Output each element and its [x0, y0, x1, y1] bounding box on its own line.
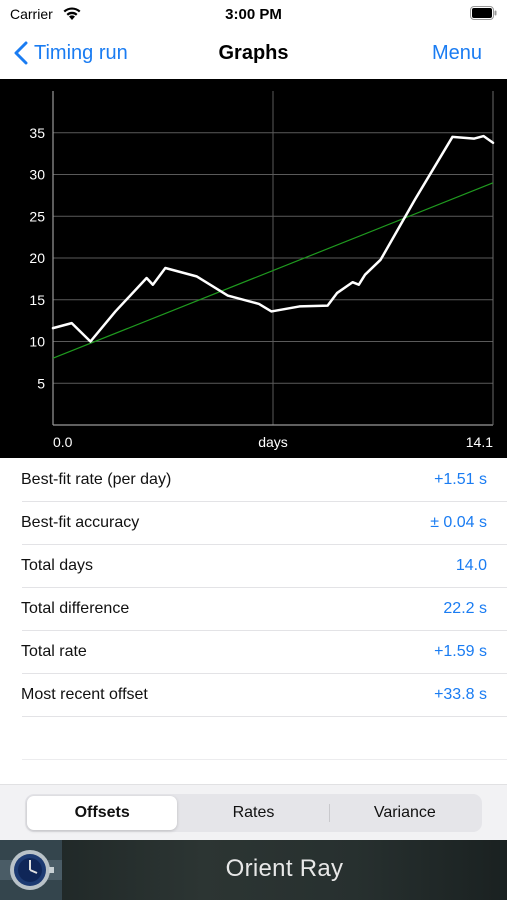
- stat-row: Most recent offset +33.8 s: [0, 674, 507, 717]
- x-axis-label: days: [258, 434, 288, 450]
- best-fit-line: [52, 182, 494, 359]
- menu-button[interactable]: Menu: [431, 42, 482, 64]
- stat-label: Most recent offset: [21, 686, 148, 703]
- stat-label: Best-fit accuracy: [21, 514, 140, 531]
- battery-icon: [470, 6, 497, 20]
- wifi-icon: [63, 7, 81, 20]
- offset-series-line: [51, 134, 495, 343]
- y-tick-label: 35: [29, 125, 45, 141]
- stat-value: 14.0: [455, 557, 487, 574]
- chevron-left-icon: [14, 41, 28, 65]
- y-tick-label: 5: [37, 375, 45, 391]
- segment-divider: [328, 804, 330, 822]
- back-button-label: Timing run: [34, 41, 128, 64]
- stat-label: Best-fit rate (per day): [21, 471, 172, 488]
- stat-label: Total difference: [21, 600, 130, 617]
- y-tick-label: 15: [29, 292, 45, 308]
- stat-value: 22.2 s: [443, 600, 487, 617]
- stat-row: Total days 14.0: [0, 545, 507, 588]
- segment-variance[interactable]: Variance: [373, 804, 436, 821]
- stat-value: ± 0.04 s: [430, 514, 487, 531]
- stat-row: Best-fit rate (per day) +1.51 s: [0, 459, 507, 502]
- segment-rates[interactable]: Rates: [232, 804, 275, 821]
- watch-name: Orient Ray: [225, 855, 344, 882]
- empty-row: [0, 717, 507, 760]
- stat-value: +1.51 s: [434, 471, 487, 488]
- watch-thumbnail: [0, 840, 62, 900]
- carrier-label: Carrier: [10, 6, 53, 22]
- stat-row: Total difference 22.2 s: [0, 588, 507, 631]
- offset-chart-canvas: 5 10 15 20 25 30 35 0.0 days 14.1: [29, 91, 495, 450]
- stat-row: Total rate +1.59 s: [0, 631, 507, 674]
- stat-label: Total rate: [21, 643, 87, 660]
- x-tick-label-start: 0.0: [53, 434, 73, 450]
- stat-value: +33.8 s: [434, 686, 487, 703]
- y-tick-label: 30: [29, 167, 45, 183]
- y-tick-label: 25: [29, 208, 45, 224]
- segment-offsets[interactable]: Offsets: [27, 796, 178, 830]
- navigation-bar: Timing run Graphs Menu: [0, 28, 507, 78]
- stat-label: Total days: [21, 557, 94, 574]
- graph-type-segmented-control: Offsets Rates Variance: [25, 794, 482, 832]
- clock: 3:00 PM: [225, 6, 282, 23]
- stat-row: Best-fit accuracy ± 0.04 s: [0, 502, 507, 545]
- back-button[interactable]: Timing run: [14, 39, 128, 67]
- y-tick-label: 10: [29, 334, 45, 350]
- status-bar: Carrier 3:00 PM: [0, 0, 507, 28]
- x-tick-label-end: 14.1: [466, 434, 493, 450]
- segment-bar: Offsets Rates Variance: [0, 784, 507, 840]
- offset-chart: 5 10 15 20 25 30 35 0.0 days 14.1: [0, 79, 507, 458]
- y-tick-label: 20: [29, 250, 45, 266]
- watch-banner[interactable]: Orient Ray: [0, 840, 507, 900]
- stat-value: +1.59 s: [434, 643, 487, 660]
- stats-list: Best-fit rate (per day) +1.51 s Best-fit a…: [0, 459, 507, 760]
